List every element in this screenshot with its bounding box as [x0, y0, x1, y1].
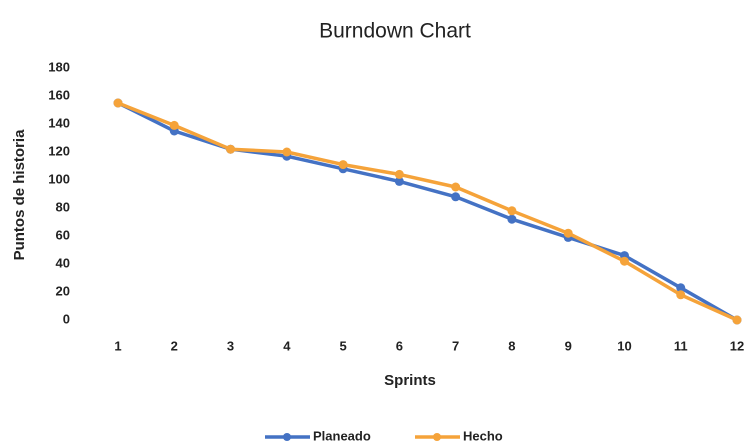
y-tick-label: 120 — [48, 143, 70, 158]
x-tick-label: 5 — [339, 338, 346, 353]
series-marker — [507, 206, 517, 216]
y-axis-label: Puntos de historia — [11, 129, 28, 261]
x-tick-label: 8 — [508, 338, 515, 353]
x-tick-label: 2 — [171, 338, 178, 353]
y-tick-label: 140 — [48, 115, 70, 130]
series-marker — [676, 290, 686, 300]
legend-marker — [283, 433, 291, 441]
series-marker — [394, 176, 404, 186]
y-tick-label: 100 — [48, 171, 70, 186]
y-tick-label: 180 — [48, 59, 70, 74]
x-tick-label: 12 — [730, 338, 744, 353]
x-tick-label: 6 — [396, 338, 403, 353]
x-tick-label: 10 — [617, 338, 631, 353]
x-tick-label: 1 — [114, 338, 121, 353]
series-marker — [732, 315, 742, 325]
y-tick-label: 160 — [48, 87, 70, 102]
series-marker — [394, 169, 404, 179]
series-marker — [507, 214, 517, 224]
chart-title: Burndown Chart — [319, 20, 471, 43]
x-tick-label: 7 — [452, 338, 459, 353]
series-marker — [226, 144, 236, 154]
y-tick-label: 60 — [56, 227, 70, 242]
series-marker — [451, 182, 461, 192]
series-marker — [451, 192, 461, 202]
y-tick-label: 0 — [63, 311, 70, 326]
series-line — [117, 101, 738, 322]
series-marker — [338, 160, 348, 170]
legend-label: Planeado — [313, 428, 371, 443]
x-tick-label: 11 — [674, 338, 688, 353]
x-tick-label: 9 — [565, 338, 572, 353]
series-marker — [619, 256, 629, 266]
legend-label: Hecho — [463, 428, 503, 443]
series-marker — [282, 147, 292, 157]
x-axis-label: Sprints — [384, 372, 436, 389]
series-marker — [676, 283, 686, 293]
legend-marker — [433, 433, 441, 441]
y-tick-label: 20 — [56, 283, 70, 298]
y-tick-label: 40 — [56, 255, 70, 270]
series-marker — [113, 98, 123, 108]
series-marker — [169, 120, 179, 130]
x-tick-label: 3 — [227, 338, 234, 353]
series-line — [117, 101, 738, 322]
y-tick-label: 80 — [56, 199, 70, 214]
x-tick-label: 4 — [283, 338, 291, 353]
series-marker — [563, 228, 573, 238]
